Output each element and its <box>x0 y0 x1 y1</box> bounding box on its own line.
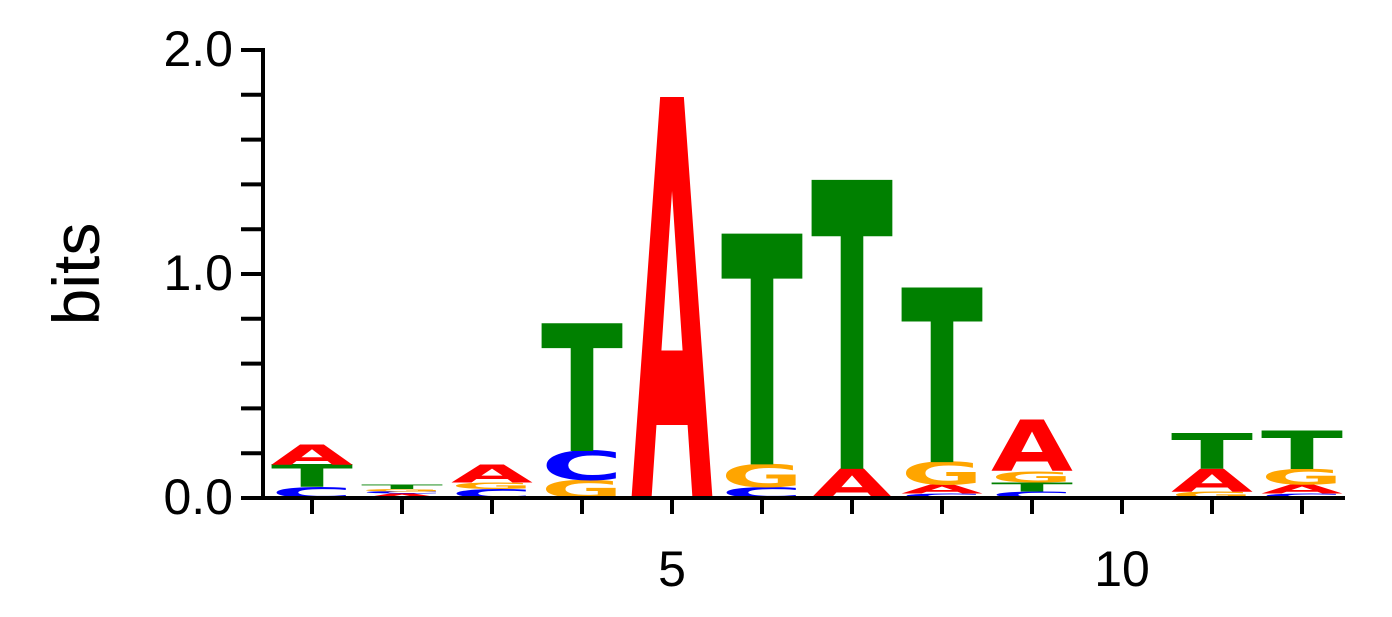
logo-letter-A: A <box>1171 463 1253 498</box>
logo-letter-A: A <box>1261 482 1343 496</box>
logo-letter-A: A <box>631 0 714 617</box>
logo-letter-G: G <box>991 468 1073 486</box>
logo-letter-A: A <box>991 406 1073 488</box>
logo-letter-C: C <box>541 443 623 490</box>
logo-letter-T: T <box>541 290 623 493</box>
y-axis-label: bits <box>39 223 113 326</box>
logo-letter-T: T <box>901 240 983 519</box>
logo-letter-T: T <box>721 172 803 540</box>
logo-letter-T: T <box>271 458 353 494</box>
logo-letter-G: G <box>1261 465 1343 490</box>
logo-letter-T: T <box>811 102 894 563</box>
y-tick-label: 1.0 <box>163 245 233 301</box>
logo-letter-G: G <box>721 459 803 495</box>
logo-letter-A: A <box>271 439 353 471</box>
logo-letter-A: A <box>901 482 983 496</box>
logo-letter-C: C <box>991 489 1073 500</box>
logo-letter-G: G <box>901 456 983 492</box>
logo-letter-G: G <box>1171 489 1253 500</box>
y-tick-label: 2.0 <box>163 21 233 77</box>
x-tick-label: 5 <box>658 541 686 597</box>
logo-letter-T: T <box>1171 423 1253 480</box>
logo-letter-C: C <box>901 492 983 499</box>
logo-letter-C: C <box>361 491 443 495</box>
y-tick-label: 0.0 <box>163 469 233 525</box>
logo-letter-A: A <box>361 492 443 499</box>
logo-letter-A: A <box>451 460 534 488</box>
logo-letter-G: G <box>361 488 443 492</box>
axes: 0.0 1.0 2.0 5 10 <box>163 21 1345 597</box>
logo-letter-T: T <box>991 480 1073 494</box>
logo-letter-T: T <box>1261 420 1343 481</box>
logo-letter-C: C <box>1261 492 1343 499</box>
x-axis-ticks: 5 10 <box>310 498 1304 597</box>
y-axis-ticks: 0.0 1.0 2.0 <box>163 21 263 525</box>
logo-letter-T: T <box>361 483 443 490</box>
logo-letter-G: G <box>451 480 533 491</box>
x-tick-label: 10 <box>1094 541 1150 597</box>
